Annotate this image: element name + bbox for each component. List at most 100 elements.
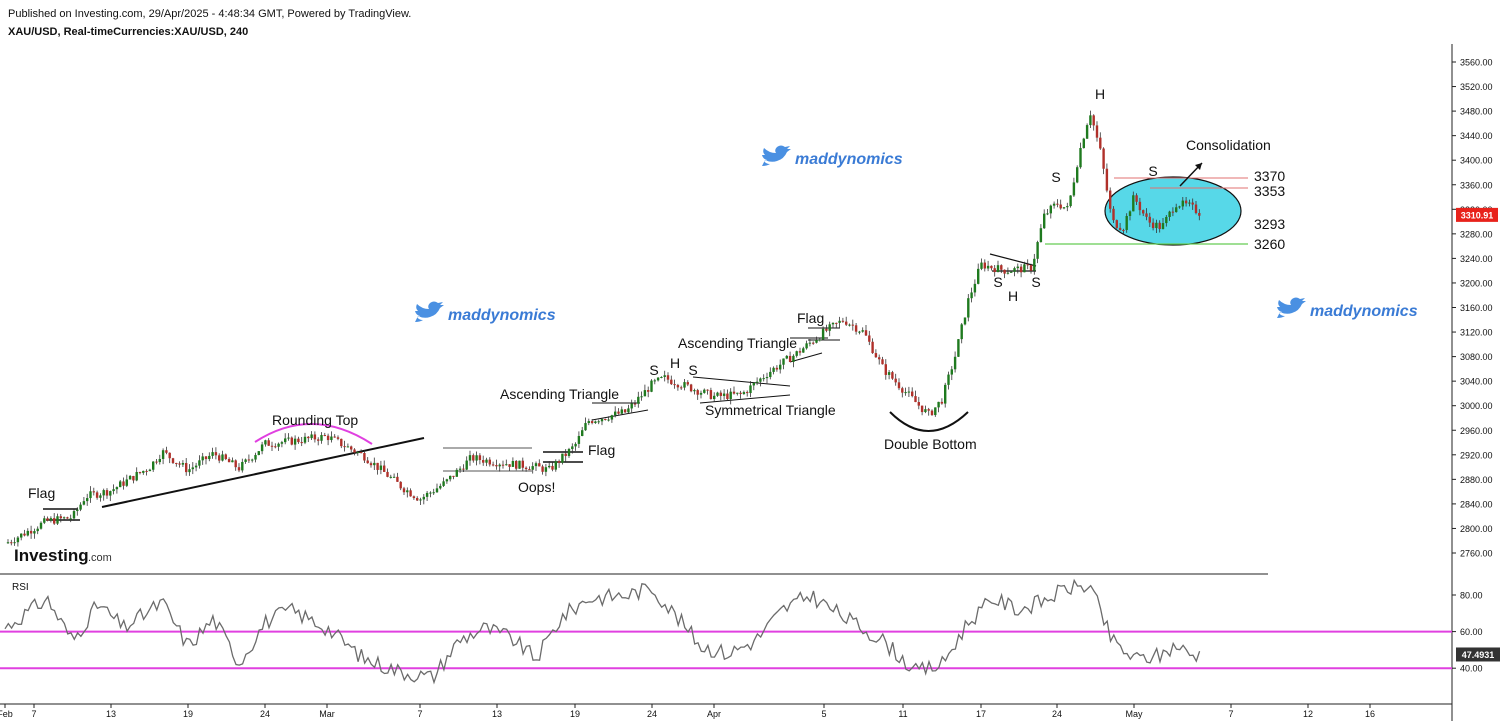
candle-body bbox=[1138, 201, 1142, 211]
candle-body bbox=[168, 452, 171, 459]
candle-body bbox=[491, 464, 495, 466]
candle-body bbox=[673, 384, 676, 386]
candle-body bbox=[287, 437, 290, 439]
candle-body bbox=[155, 461, 158, 463]
candle-body bbox=[970, 292, 973, 299]
pattern-label: S bbox=[1051, 169, 1060, 185]
candle-body bbox=[1145, 213, 1148, 217]
candle-body bbox=[1112, 208, 1115, 221]
symbol-line: XAU/USD, Real-timeCurrencies:XAU/USD, 24… bbox=[8, 26, 249, 38]
candle-body bbox=[49, 518, 53, 521]
candle-body bbox=[33, 531, 36, 534]
y-tick-label: 3040.00 bbox=[1460, 377, 1493, 387]
candle-body bbox=[868, 335, 871, 342]
candle-body bbox=[878, 357, 881, 360]
candle-body bbox=[165, 450, 168, 453]
candle-body bbox=[957, 339, 960, 357]
candle-body bbox=[39, 522, 43, 529]
candle-body bbox=[105, 490, 109, 496]
candle-body bbox=[62, 517, 66, 519]
candle-body bbox=[828, 324, 831, 331]
candle-body bbox=[1085, 125, 1089, 139]
candle-body bbox=[1178, 206, 1181, 208]
candle-body bbox=[953, 356, 957, 370]
candle-body bbox=[313, 434, 317, 440]
candle-body bbox=[904, 392, 907, 394]
candle-body bbox=[689, 384, 693, 392]
candle-body bbox=[607, 419, 610, 421]
pattern-label: Consolidation bbox=[1186, 137, 1271, 153]
candle-body bbox=[280, 442, 284, 444]
candle-body bbox=[1171, 211, 1175, 213]
candle-body bbox=[623, 409, 627, 413]
candle-body bbox=[693, 390, 696, 392]
candle-body bbox=[858, 331, 861, 333]
candle-body bbox=[584, 423, 587, 431]
candle-body bbox=[944, 384, 947, 404]
candle-body bbox=[356, 452, 359, 454]
candle-body bbox=[772, 367, 775, 372]
candle-body bbox=[650, 380, 653, 392]
candle-body bbox=[465, 460, 468, 470]
candle-body bbox=[396, 476, 399, 482]
candle-body bbox=[99, 495, 102, 498]
candle-body bbox=[821, 328, 825, 340]
candle-body bbox=[284, 438, 287, 443]
candle-body bbox=[630, 403, 633, 409]
candle-body bbox=[20, 533, 23, 538]
candle-body bbox=[538, 463, 541, 467]
triangle-line bbox=[699, 394, 791, 404]
candle-body bbox=[732, 391, 736, 394]
y-tick-label: 3080.00 bbox=[1460, 352, 1493, 362]
candle-body bbox=[102, 490, 105, 496]
pattern-label: S bbox=[688, 362, 697, 378]
candle-body bbox=[16, 537, 20, 543]
pattern-label: Flag bbox=[797, 310, 824, 326]
candle-body bbox=[293, 438, 297, 445]
candle-body bbox=[257, 451, 260, 455]
candle-body bbox=[762, 378, 765, 380]
candle-body bbox=[1069, 195, 1072, 207]
candle-body bbox=[1082, 138, 1085, 149]
candle-body bbox=[1000, 265, 1003, 270]
candle-body bbox=[1059, 204, 1062, 209]
candle-body bbox=[1099, 137, 1102, 149]
candle-body bbox=[963, 317, 967, 325]
candle-body bbox=[1168, 211, 1171, 217]
consolidation-arrow-head bbox=[1195, 163, 1202, 170]
candle-body bbox=[554, 461, 557, 470]
candle-body bbox=[485, 459, 488, 463]
candle-body bbox=[1102, 148, 1105, 169]
candle-body bbox=[518, 460, 521, 469]
candle-body bbox=[940, 401, 944, 404]
candle-body bbox=[1165, 216, 1168, 224]
candle-body bbox=[524, 467, 528, 470]
candle-body bbox=[125, 479, 128, 486]
candle-body bbox=[663, 375, 666, 377]
candle-body bbox=[1013, 268, 1016, 272]
x-tick-label: 19 bbox=[183, 709, 193, 719]
x-tick-label: Apr bbox=[707, 709, 721, 719]
candle-body bbox=[307, 436, 310, 439]
candle-body bbox=[934, 407, 937, 416]
candle-body bbox=[89, 491, 92, 499]
candle-body bbox=[224, 454, 227, 460]
candle-body bbox=[706, 389, 709, 391]
candle-body bbox=[907, 391, 911, 393]
candle-body bbox=[924, 409, 927, 413]
candle-body bbox=[614, 411, 617, 416]
level-label: 3260 bbox=[1254, 236, 1285, 252]
candle-body bbox=[425, 492, 429, 497]
candle-body bbox=[1026, 264, 1029, 266]
candle-body bbox=[1033, 258, 1036, 271]
candle-body bbox=[462, 468, 465, 470]
candle-body bbox=[1095, 125, 1099, 138]
x-tick-label: 24 bbox=[1052, 709, 1062, 719]
pattern-label: S bbox=[649, 362, 658, 378]
candle-body bbox=[1003, 269, 1006, 274]
candle-body bbox=[1019, 266, 1023, 273]
candle-body bbox=[326, 435, 330, 441]
candle-body bbox=[227, 459, 231, 463]
investing-logo: Investing bbox=[14, 546, 89, 565]
